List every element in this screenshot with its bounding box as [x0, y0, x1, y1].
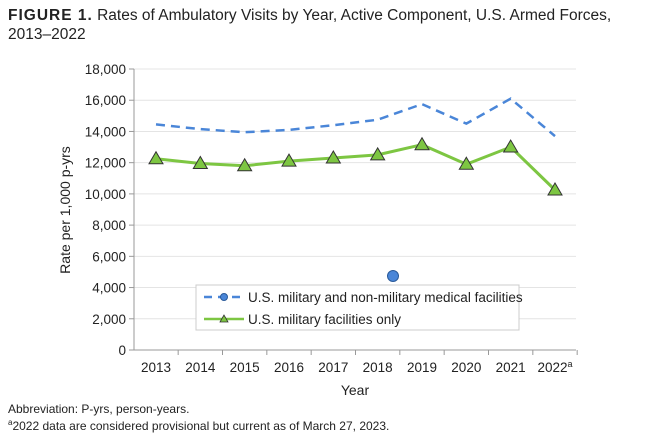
note-text: 2022 data are considered provisional but…	[12, 419, 390, 433]
x-tick-label: 2019	[407, 360, 437, 375]
x-tick-label: 2016	[274, 360, 304, 375]
y-tick-label: 18,000	[85, 62, 126, 77]
y-tick-label: 8,000	[92, 218, 126, 233]
data-point	[325, 149, 342, 164]
data-point	[547, 181, 563, 196]
y-axis-label: Rate per 1,000 p-yrs	[57, 146, 73, 274]
series-line-1	[155, 97, 556, 138]
x-tick-label: 2022a	[537, 359, 572, 375]
data-point	[281, 153, 297, 167]
title-text: Rates of Ambulatory Visits by Year, Acti…	[8, 7, 612, 43]
abbreviation-note: Abbreviation: P-yrs, person-years.	[8, 402, 190, 416]
y-tick-label: 14,000	[85, 124, 126, 139]
y-tick-label: 16,000	[85, 93, 126, 108]
legend-marker-triangle	[219, 314, 229, 323]
x-tick-label: 2020	[451, 360, 481, 375]
data-point	[192, 155, 209, 169]
x-tick-label: 2017	[318, 360, 348, 375]
y-tick-label: 2,000	[92, 312, 126, 327]
y-tick-label: 6,000	[92, 249, 126, 264]
stray-marker	[387, 270, 399, 282]
x-tick-label: 2021	[496, 360, 526, 375]
legend	[195, 284, 520, 331]
data-point	[369, 146, 386, 161]
y-tick-label: 4,000	[92, 281, 126, 296]
legend-marker-circle	[220, 293, 228, 301]
data-point	[502, 139, 519, 153]
provisional-note: a2022 data are considered provisional bu…	[8, 418, 389, 433]
x-axis-label: Year	[341, 382, 370, 398]
figure-label: FIGURE 1.	[8, 7, 93, 24]
legend-label: U.S. military facilities only	[248, 312, 401, 327]
legend-label: U.S. military and non-military medical f…	[248, 290, 523, 305]
y-tick-label: 12,000	[85, 156, 126, 171]
figure-title: FIGURE 1. Rates of Ambulatory Visits by …	[8, 6, 648, 44]
note-marker: a	[8, 418, 13, 427]
y-tick-label: 10,000	[85, 187, 126, 202]
data-point	[414, 136, 430, 151]
data-point	[458, 156, 475, 170]
y-tick-label: 0	[118, 343, 126, 358]
x-tick-label: 2013	[141, 360, 171, 375]
data-point	[148, 150, 164, 165]
data-point	[236, 157, 253, 172]
x-tick-label: 2015	[230, 360, 260, 375]
x-tick-label: 2018	[363, 360, 393, 375]
series-line-2	[155, 143, 557, 192]
x-tick-label: 2014	[185, 360, 216, 375]
